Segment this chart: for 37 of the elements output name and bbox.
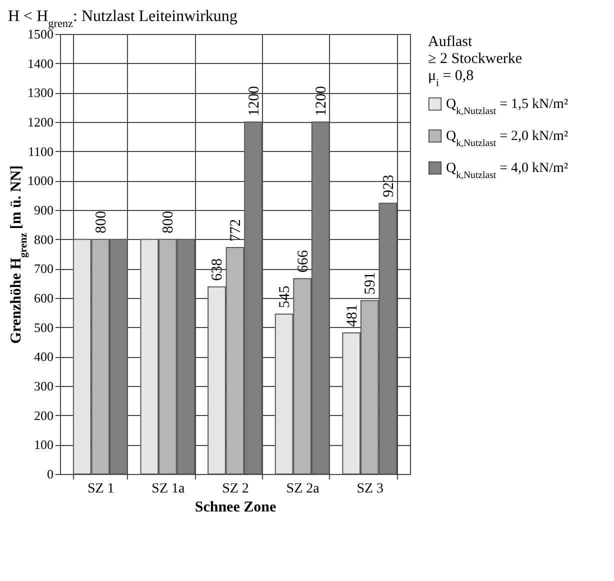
data-label: 591 (362, 272, 379, 295)
legend-label: Q$_{k,Nutzlast}$ = 4,0 kN/m² (446, 161, 568, 180)
y-tick-label: 900 (34, 202, 54, 218)
x-tick-label: SZ 2a (286, 482, 320, 496)
data-label: 1200 (314, 86, 330, 116)
y-tick-label: 1100 (28, 144, 54, 159)
y-tick-label: 0 (47, 466, 54, 482)
data-label: 666 (295, 250, 312, 273)
data-label: 545 (277, 286, 294, 308)
x-tick-label: SZ 1a (152, 482, 186, 496)
y-tick-label: 300 (34, 378, 54, 394)
chart-title: H < H$_{grenz}$: Nutzlast Leiteinwirkung (8, 8, 238, 30)
y-tick-label: 200 (34, 408, 54, 423)
y-tick-label: 1400 (28, 56, 54, 71)
y-tick-label: 400 (34, 349, 54, 364)
y-tick-label: 700 (34, 261, 54, 276)
data-label: 1200 (246, 86, 262, 116)
legend-title: Auflast ≥ 2 Stockwerke μ$_{i}$ = 0,8 (428, 34, 522, 88)
data-label: 923 (380, 174, 397, 198)
y-tick-label: 800 (34, 232, 54, 247)
y-tick-label: 1000 (28, 173, 54, 188)
y-tick-label: 100 (34, 437, 54, 452)
x-tick-label: SZ 1 (87, 482, 114, 496)
y-tick-label: 1200 (28, 114, 54, 130)
data-label: 481 (344, 304, 360, 327)
x-tick-label: SZ 3 (356, 482, 384, 496)
y-tick-label: 600 (34, 290, 54, 306)
data-label: 638 (210, 258, 226, 281)
y-tick-label: 1300 (28, 85, 54, 100)
legend-label: Q$_{k,Nutzlast}$ = 2,0 kN/m² (446, 129, 568, 148)
x-tick-label: SZ 2 (222, 482, 249, 496)
y-tick-label: 500 (34, 320, 54, 335)
data-label: 772 (228, 219, 244, 242)
x-axis-title: Schnee Zone (194, 500, 276, 516)
data-label: 800 (93, 210, 110, 234)
data-label: 800 (160, 210, 177, 234)
legend-label: Q$_{k,Nutzlast}$ = 1,5 kN/m² (446, 97, 568, 116)
